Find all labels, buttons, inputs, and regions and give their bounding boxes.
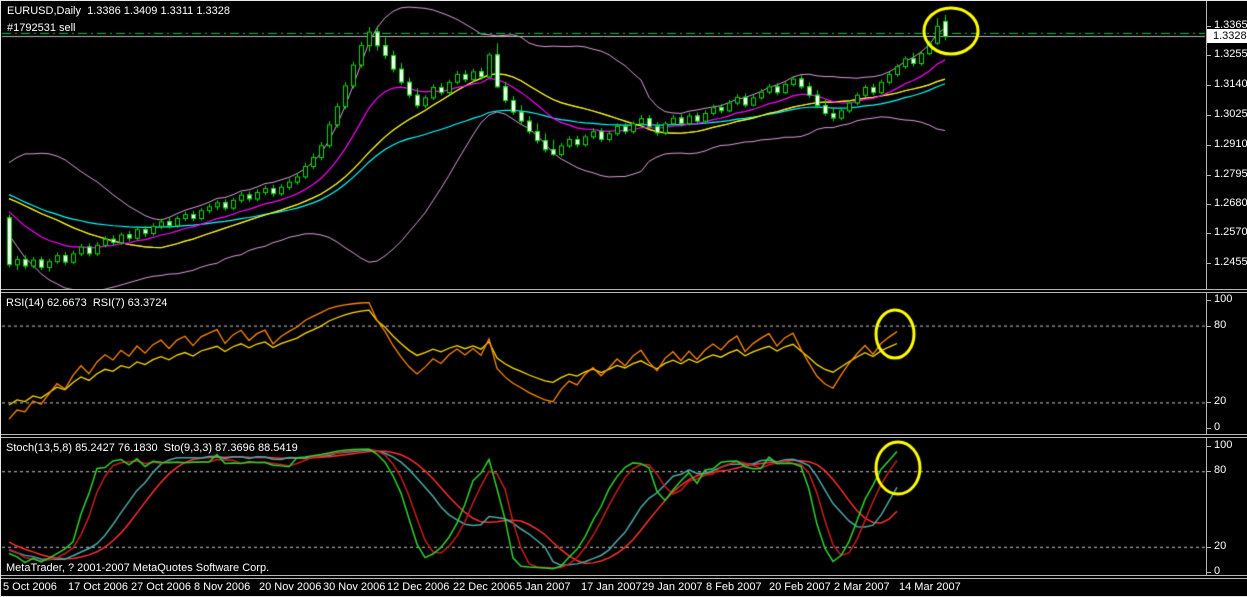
price-label-tick <box>1206 204 1211 205</box>
price-label: 1.3255 <box>1214 48 1247 60</box>
price-label: 1.3365 <box>1214 19 1247 31</box>
date-label: 12 Dec 2006 <box>387 581 450 593</box>
price-label-tick <box>1206 55 1211 56</box>
metatrader-copyright: MetaTrader, ? 2001-2007 MetaQuotes Softw… <box>6 562 270 574</box>
date-label: 17 Oct 2006 <box>68 581 128 593</box>
date-label: 14 Mar 2007 <box>899 581 961 593</box>
rsi-scale-label-tick <box>1206 326 1211 327</box>
price-label: 1.2680 <box>1214 197 1247 209</box>
rsi-scale-label: 100 <box>1214 293 1233 305</box>
date-label: 5 Jan 2007 <box>516 581 571 593</box>
date-label: 2 Mar 2007 <box>834 581 890 593</box>
rsi-scale-label: 80 <box>1214 319 1227 331</box>
stoch-scale-label-tick <box>1206 572 1211 573</box>
price-label: 1.2455 <box>1214 256 1247 268</box>
price-label: 1.2910 <box>1214 138 1247 150</box>
date-axis[interactable]: 5 Oct 2006 17 Oct 2006 27 Oct 2006 8 Nov 20… <box>1 580 1206 596</box>
price-label-tick <box>1206 175 1211 176</box>
price-label-tick <box>1206 145 1211 146</box>
price-axis[interactable]: 1.3365 1.3255 1.3140 1.3025 1.2910 1.2795 1.26… <box>1206 1 1247 578</box>
price-label: 1.2795 <box>1214 168 1247 180</box>
symbol-ohlc-header: EURUSD,Daily 1.3386 1.3409 1.3311 1.3328 <box>7 5 230 17</box>
stoch-scale-label: 20 <box>1214 540 1227 552</box>
price-label-tick <box>1206 233 1211 234</box>
open-order-label: #1792531 sell <box>7 22 76 34</box>
stoch-scale-label: 0 <box>1214 565 1221 577</box>
stoch-scale-label-tick <box>1206 471 1211 472</box>
pane-separator-main-rsi[interactable] <box>1 289 1247 293</box>
rsi-scale-label-tick <box>1206 428 1211 429</box>
price-label: 1.3025 <box>1214 108 1247 120</box>
price-label: 1.2570 <box>1214 226 1247 238</box>
rsi-scale-label-tick <box>1206 402 1211 403</box>
date-label: 8 Nov 2006 <box>194 581 251 593</box>
date-label: 20 Nov 2006 <box>259 581 322 593</box>
price-label-tick <box>1206 263 1211 264</box>
price-label: 1.3140 <box>1214 78 1247 90</box>
date-label: 17 Jan 2007 <box>581 581 642 593</box>
stoch-scale-label-tick <box>1206 446 1211 447</box>
rsi-indicator-header: RSI(14) 62.6673 RSI(7) 63.3724 <box>6 297 168 309</box>
rsi-scale-label: 0 <box>1214 421 1221 433</box>
stoch-scale-label-tick <box>1206 547 1211 548</box>
date-label: 22 Dec 2006 <box>453 581 516 593</box>
rsi-scale-label: 20 <box>1214 395 1227 407</box>
current-price-badge: 1.3328 <box>1207 29 1247 43</box>
date-label: 29 Jan 2007 <box>642 581 703 593</box>
date-label: 20 Feb 2007 <box>769 581 831 593</box>
price-label-tick <box>1206 85 1211 86</box>
date-label: 8 Feb 2007 <box>706 581 762 593</box>
date-label: 27 Oct 2006 <box>131 581 191 593</box>
date-label: 5 Oct 2006 <box>3 581 57 593</box>
price-label-tick <box>1206 26 1211 27</box>
pane-separator-stoch-dates <box>1 575 1247 579</box>
stochastic-indicator-header: Stoch(13,5,8) 85.2427 76.1830 Sto(9,3,3)… <box>6 442 298 454</box>
rsi-scale-label-tick <box>1206 300 1211 301</box>
stoch-scale-label: 100 <box>1214 439 1233 451</box>
date-label: 30 Nov 2006 <box>323 581 386 593</box>
stoch-scale-label: 80 <box>1214 464 1227 476</box>
price-label-tick <box>1206 115 1211 116</box>
pane-separator-rsi-stoch[interactable] <box>1 434 1247 438</box>
